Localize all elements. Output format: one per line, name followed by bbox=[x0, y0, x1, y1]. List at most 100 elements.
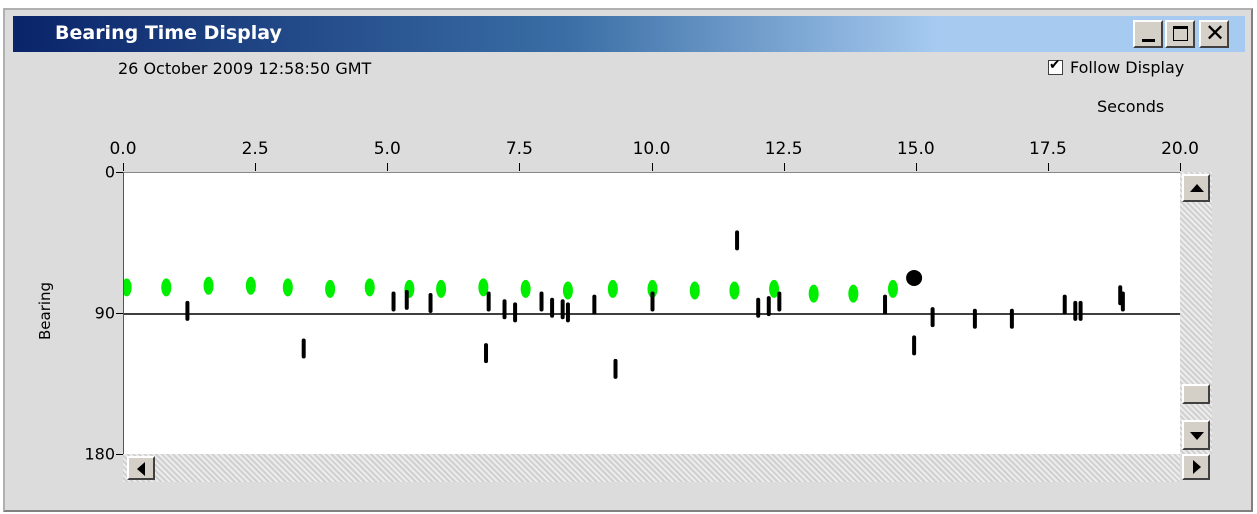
green-detection-point bbox=[121, 278, 132, 297]
y-tick-label: 90 bbox=[94, 303, 115, 323]
black-detection-point bbox=[735, 230, 740, 251]
y-tick-label: 180 bbox=[84, 444, 115, 464]
green-detection-point bbox=[607, 279, 618, 298]
x-tick-mark bbox=[123, 163, 124, 171]
scroll-down-button[interactable] bbox=[1182, 420, 1210, 450]
horizontal-scrollbar[interactable] bbox=[123, 454, 1180, 482]
black-detection-point bbox=[502, 299, 507, 320]
black-detection-point bbox=[1078, 300, 1083, 321]
green-detection-point bbox=[562, 281, 573, 300]
black-detection-point bbox=[756, 297, 761, 318]
black-detection-point bbox=[539, 291, 544, 312]
green-detection-point bbox=[808, 284, 819, 303]
x-tick-label: 17.5 bbox=[1028, 139, 1067, 159]
black-detection-point bbox=[592, 294, 597, 315]
x-tick-label: 2.5 bbox=[241, 139, 269, 159]
green-detection-point bbox=[769, 279, 780, 298]
follow-display-checkbox[interactable]: ✔ Follow Display bbox=[1048, 57, 1185, 77]
checkbox-box[interactable]: ✔ bbox=[1048, 57, 1063, 75]
bearing-scatter-plot bbox=[121, 230, 1181, 379]
scroll-right-button[interactable] bbox=[1182, 454, 1210, 480]
window-title: Bearing Time Display bbox=[55, 22, 282, 44]
scrollbar-corner bbox=[1180, 454, 1212, 482]
green-detection-point bbox=[689, 281, 700, 300]
title-bar[interactable]: Bearing Time Display ✕ bbox=[13, 16, 1245, 52]
x-tick-mark bbox=[1180, 163, 1181, 171]
black-detection-point bbox=[650, 291, 655, 312]
black-detection-point bbox=[404, 289, 409, 310]
large-detection-point bbox=[906, 269, 923, 286]
green-detection-point bbox=[848, 284, 859, 303]
follow-display-label: Follow Display bbox=[1070, 58, 1185, 77]
x-tick-mark bbox=[1047, 163, 1049, 171]
maximize-icon bbox=[1173, 26, 1188, 41]
checkmark-icon: ✔ bbox=[1049, 57, 1061, 73]
x-tick-label: 15.0 bbox=[896, 139, 935, 159]
arrow-up-icon bbox=[1190, 184, 1204, 192]
black-detection-point bbox=[486, 291, 491, 312]
black-detection-point bbox=[883, 294, 888, 315]
maximize-button[interactable] bbox=[1165, 20, 1195, 48]
black-detection-point bbox=[1073, 300, 1078, 321]
x-tick-mark bbox=[519, 163, 521, 171]
minimize-icon bbox=[1142, 39, 1155, 42]
close-icon: ✕ bbox=[1205, 19, 1226, 47]
black-detection-point bbox=[391, 291, 396, 312]
green-detection-point bbox=[436, 279, 447, 298]
green-detection-point bbox=[364, 278, 375, 297]
arrow-right-icon bbox=[1193, 460, 1201, 474]
x-tick-label: 10.0 bbox=[632, 139, 671, 159]
x-tick-mark bbox=[783, 163, 785, 171]
black-detection-point bbox=[1009, 308, 1014, 329]
green-detection-point bbox=[478, 278, 489, 297]
black-detection-point bbox=[930, 307, 935, 328]
green-detection-point bbox=[203, 276, 214, 295]
black-detection-point bbox=[185, 300, 190, 321]
scroll-up-button[interactable] bbox=[1182, 174, 1210, 202]
x-tick-mark bbox=[651, 163, 653, 171]
black-detection-point bbox=[565, 302, 570, 323]
green-detection-point bbox=[729, 281, 740, 300]
minimize-button[interactable] bbox=[1133, 20, 1163, 48]
x-tick-label: 0.0 bbox=[109, 139, 137, 159]
black-detection-point bbox=[912, 335, 917, 356]
black-detection-point bbox=[1062, 294, 1067, 315]
black-detection-point bbox=[428, 293, 433, 314]
black-detection-point bbox=[484, 343, 489, 364]
green-detection-point bbox=[161, 278, 172, 297]
green-detection-point bbox=[887, 279, 898, 298]
x-tick-label: 12.5 bbox=[764, 139, 803, 159]
arrow-left-icon bbox=[137, 462, 145, 476]
black-detection-point bbox=[613, 358, 618, 379]
x-tick-label: 7.5 bbox=[505, 139, 533, 159]
close-button[interactable]: ✕ bbox=[1199, 19, 1229, 48]
green-detection-point bbox=[245, 276, 256, 295]
black-detection-point bbox=[766, 296, 771, 317]
vertical-scrollbar[interactable] bbox=[1180, 172, 1212, 454]
timestamp-label: 26 October 2009 12:58:50 GMT bbox=[118, 59, 372, 78]
x-tick-label: 5.0 bbox=[373, 139, 401, 159]
black-detection-point bbox=[1120, 291, 1125, 312]
green-detection-point bbox=[282, 278, 293, 297]
black-detection-point bbox=[560, 299, 565, 320]
arrow-down-icon bbox=[1190, 432, 1204, 440]
black-detection-point bbox=[301, 338, 306, 359]
y-tick-mark bbox=[116, 172, 124, 173]
plot-area[interactable] bbox=[121, 172, 1181, 455]
x-axis-label: Seconds bbox=[1097, 97, 1165, 116]
y-tick-mark bbox=[116, 454, 124, 455]
y-tick-mark bbox=[116, 313, 124, 314]
y-axis-label: Bearing bbox=[36, 281, 54, 340]
x-tick-mark bbox=[915, 163, 917, 171]
x-tick-label: 20.0 bbox=[1161, 139, 1199, 159]
green-detection-point bbox=[325, 279, 336, 298]
x-tick-mark bbox=[255, 163, 257, 171]
scroll-left-button[interactable] bbox=[127, 456, 155, 480]
black-detection-point bbox=[513, 302, 518, 323]
vertical-scroll-thumb[interactable] bbox=[1182, 384, 1210, 404]
x-tick-mark bbox=[387, 163, 389, 171]
y-tick-label: 0 bbox=[104, 162, 115, 182]
black-detection-point bbox=[972, 308, 977, 329]
green-detection-point bbox=[647, 279, 658, 298]
black-detection-point bbox=[550, 297, 555, 318]
